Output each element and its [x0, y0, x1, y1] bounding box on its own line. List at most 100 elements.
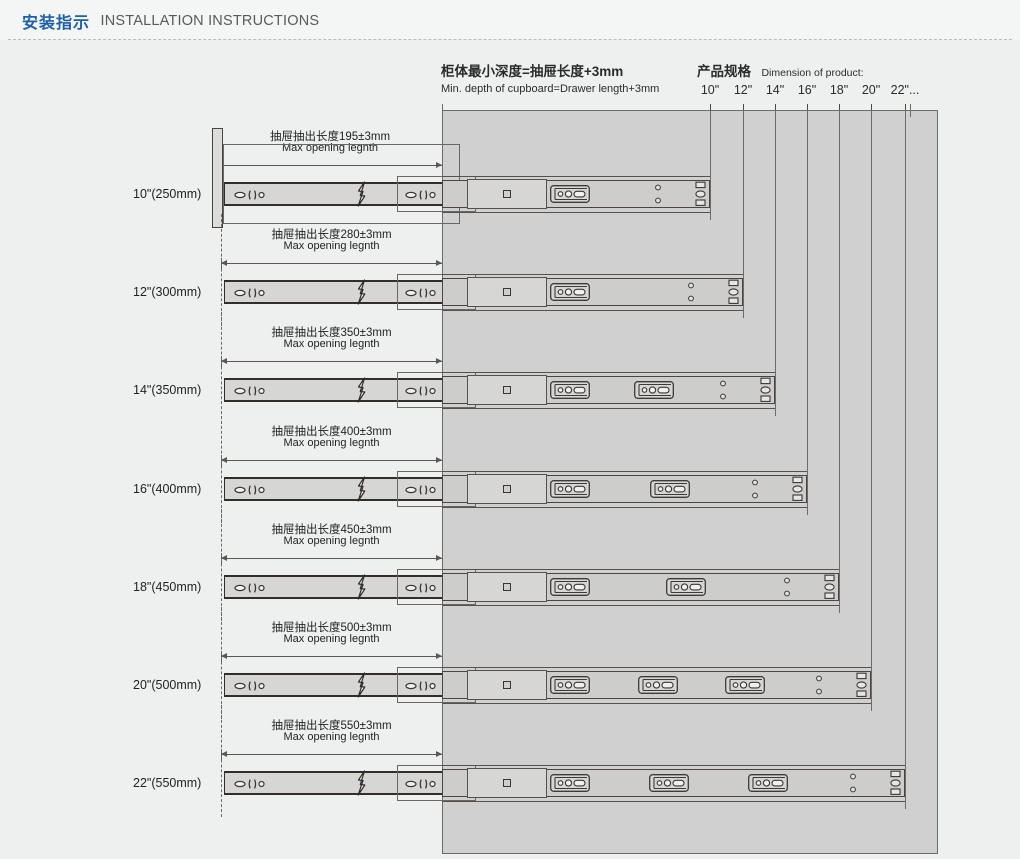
extension-line-2	[221, 312, 222, 425]
inner-member-holes	[234, 777, 268, 795]
member-top-line-0	[442, 176, 710, 177]
max-opening-label-cn-2: 抽屉抽出长度350±3mm	[271, 327, 392, 340]
min-depth-note: 柜体最小深度=抽屉长度+3mm Min. depth of cupboard=D…	[441, 60, 659, 95]
break-symbol-icon	[355, 279, 369, 310]
max-opening-arrow-right-4	[436, 554, 442, 561]
inner-member-holes	[405, 483, 439, 501]
inner-member-holes	[405, 777, 439, 795]
break-symbol-icon	[355, 574, 369, 605]
front-mounting-plate	[212, 128, 223, 228]
page-header: 安装指示 INSTALLATION INSTRUCTIONS	[0, 0, 1020, 40]
member-bottom-line-0	[442, 212, 710, 213]
max-opening-label-en-5: Max opening legnth	[283, 633, 380, 645]
max-opening-arrow-left-1	[221, 260, 227, 267]
member-top-line-5	[442, 667, 871, 668]
scale-label-3: 16"	[797, 83, 817, 97]
size-guide-line-1	[743, 110, 744, 319]
max-opening-arrow-left-3	[221, 456, 227, 463]
row-size-label-6: 22"(550mm)	[133, 776, 202, 791]
size-guide-line-0	[710, 110, 711, 220]
max-opening-label-en-3: Max opening legnth	[283, 436, 380, 449]
extension-line-3	[221, 410, 222, 523]
max-opening-label-cn-4: 抽屉抽出长度450±3mm	[271, 523, 392, 536]
inner-member-holes	[405, 286, 439, 304]
inner-member-bar-5	[224, 673, 472, 697]
page-title-cn: 安装指示	[22, 15, 91, 32]
inner-member-holes	[234, 286, 268, 304]
size-ruler-start-cap	[442, 104, 443, 117]
max-opening-arrow-left-5	[221, 653, 227, 659]
screw-hole-pair	[751, 479, 759, 504]
carriage-center-square-4	[503, 582, 511, 591]
member-bottom-line-2	[442, 408, 775, 410]
max-opening-arrow-right-1	[436, 260, 442, 267]
size-guide-line-3	[807, 110, 808, 515]
size-guide-line-5	[871, 110, 872, 711]
max-opening-label-cn-5: 抽屉抽出长度500±3mm	[271, 622, 392, 634]
size-guide-line-4	[839, 110, 840, 613]
screw-hole-pair	[849, 773, 857, 798]
end-mounting-slots	[889, 770, 903, 801]
max-opening-arrow-left-4	[221, 554, 227, 561]
max-opening-arrow-right-3	[436, 456, 442, 463]
bearing-carriage-1	[467, 277, 547, 308]
product-dimension-note-cn: 产品规格	[697, 64, 751, 79]
extension-line-4	[221, 508, 222, 621]
max-opening-label-en-2: Max opening legnth	[283, 338, 380, 351]
max-opening-arrow-right-5	[436, 653, 442, 659]
min-depth-note-cn: 柜体最小深度=抽屉长度+3mm	[441, 64, 624, 79]
bearing-carriage-4	[467, 571, 547, 602]
row-size-label-4: 18"(450mm)	[133, 579, 202, 594]
screw-hole-pair	[815, 675, 823, 700]
row-size-label-2: 14"(350mm)	[133, 383, 202, 398]
member-bottom-line-6	[442, 801, 905, 803]
max-opening-dim-line-3	[221, 459, 442, 461]
scale-label-6: 22"...	[890, 83, 920, 97]
product-dimension-note: 产品规格 Dimension of product:	[697, 60, 864, 81]
page-title-en: INSTALLATION INSTRUCTIONS	[100, 13, 320, 29]
max-opening-label-cn-3: 抽屉抽出长度400±3mm	[271, 425, 392, 438]
end-mounting-slots	[727, 279, 741, 310]
inner-member-holes	[405, 188, 439, 206]
break-symbol-icon	[355, 770, 369, 801]
max-opening-arrow-left-6	[221, 751, 227, 758]
inner-member-holes	[234, 581, 268, 599]
row-size-label-0: 10"(250mm)	[133, 187, 202, 201]
size-guide-line-6	[905, 110, 906, 810]
extension-line-5	[221, 607, 222, 719]
screw-hole-pair	[687, 282, 695, 307]
row-size-label-1: 12"(300mm)	[133, 285, 202, 300]
latch-assembly-icon	[725, 676, 766, 699]
max-opening-label-en-0: Max opening legnth	[281, 142, 379, 154]
screw-hole-pair	[719, 380, 727, 405]
carriage-center-square-0	[503, 190, 511, 198]
member-top-line-3	[442, 470, 807, 472]
latch-assembly-icon	[550, 185, 590, 208]
end-mounting-slots	[823, 574, 837, 605]
row-size-label-5: 20"(500mm)	[133, 678, 202, 692]
max-opening-dim-line-0	[218, 165, 442, 166]
latch-assembly-icon	[550, 479, 590, 503]
size-ruler-line	[442, 110, 910, 111]
break-symbol-icon	[355, 377, 369, 408]
break-symbol-icon	[355, 672, 369, 703]
latch-assembly-icon	[637, 676, 678, 699]
member-top-line-4	[442, 568, 839, 570]
latch-assembly-icon	[748, 774, 788, 797]
product-dimension-note-en: Dimension of product:	[761, 67, 864, 79]
latch-assembly-icon	[550, 283, 590, 306]
max-opening-label-cn-6: 抽屉抽出长度550±3mm	[271, 720, 392, 733]
member-bottom-line-1	[442, 310, 743, 312]
min-depth-note-en: Min. depth of cupboard=Drawer length+3mm	[441, 83, 660, 95]
scale-label-1: 12"	[733, 83, 753, 97]
max-opening-arrow-left-2	[221, 358, 227, 365]
latch-assembly-icon	[649, 479, 690, 503]
latch-assembly-icon	[550, 676, 590, 699]
member-top-line-6	[442, 765, 905, 767]
scale-label-5: 20"	[861, 83, 881, 97]
inner-member-holes	[405, 581, 439, 599]
latch-assembly-icon	[550, 381, 590, 404]
member-bottom-line-3	[442, 506, 807, 508]
inner-member-holes	[234, 483, 268, 501]
row-size-label-3: 16"(400mm)	[133, 481, 202, 496]
